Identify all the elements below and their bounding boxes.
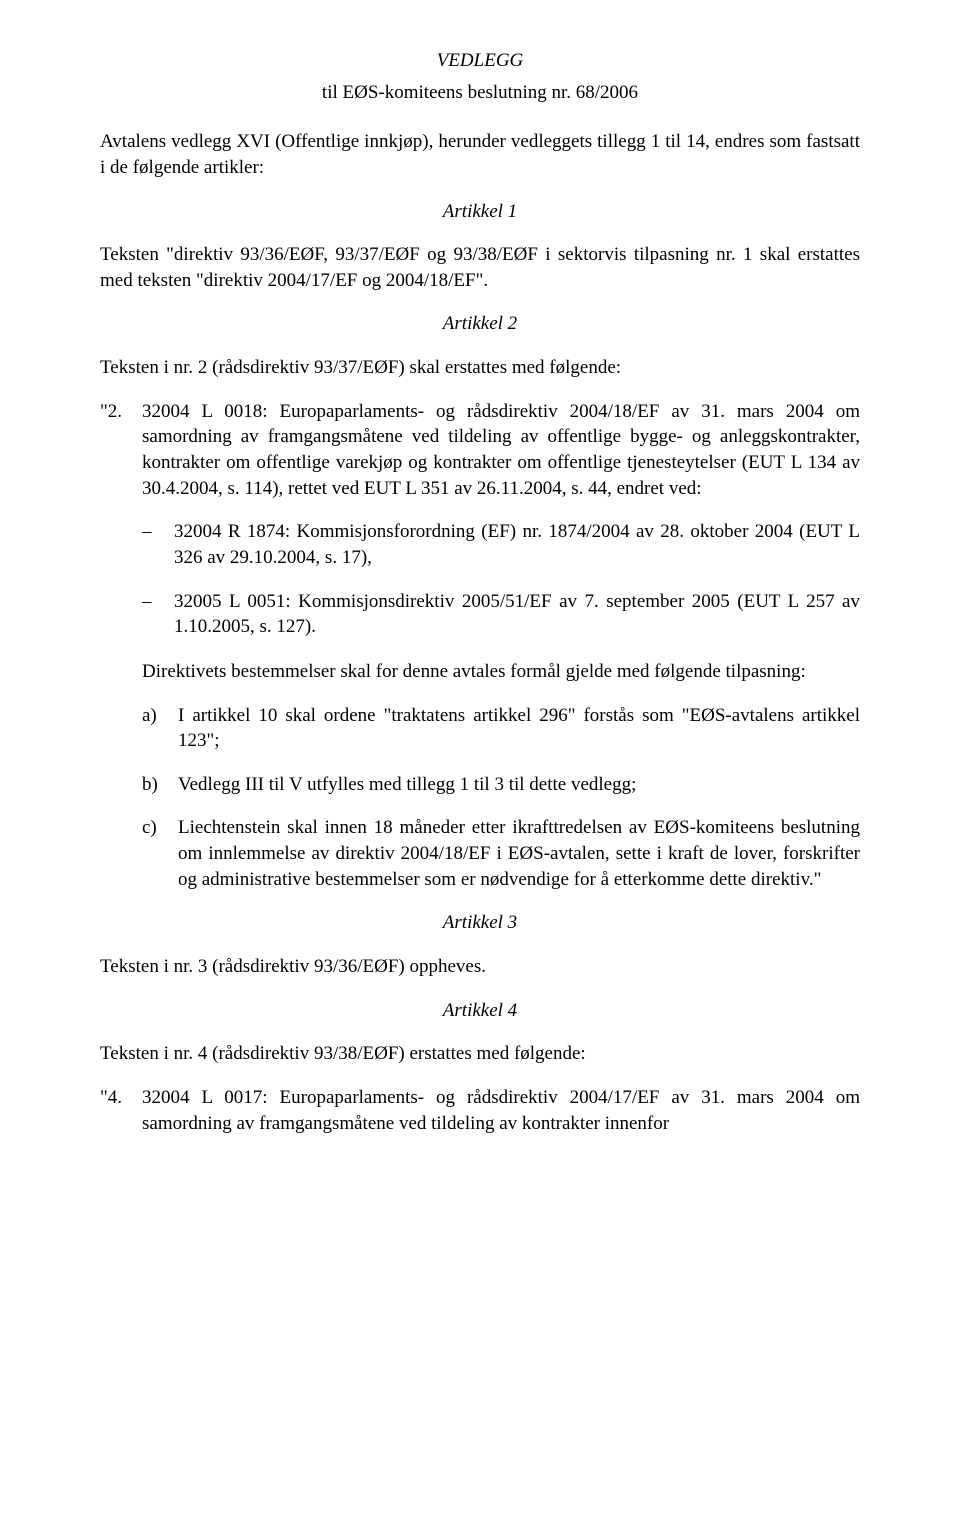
item-body: 32004 L 0017: Europaparlaments- og rådsd… [142,1085,860,1136]
heading-vedlegg: VEDLEGG [100,48,860,74]
dash-icon: – [142,589,174,640]
dash-list: – 32004 R 1874: Kommisjonsforordning (EF… [100,519,860,640]
article-4-lead: Teksten i nr. 4 (rådsdirektiv 93/38/EØF)… [100,1041,860,1067]
letter-body: Liechtenstein skal innen 18 måneder ette… [178,815,860,892]
article-4-heading: Artikkel 4 [100,998,860,1024]
heading-subtitle: til EØS-komiteens beslutning nr. 68/2006 [100,80,860,106]
tilpasning-paragraph: Direktivets bestemmelser skal for denne … [100,659,860,685]
letter-body: Vedlegg III til V utfylles med tillegg 1… [178,772,860,798]
title-block: VEDLEGG til EØS-komiteens beslutning nr.… [100,48,860,105]
article-2-lead: Teksten i nr. 2 (rådsdirektiv 93/37/EØF)… [100,355,860,381]
intro-paragraph: Avtalens vedlegg XVI (Offentlige innkjøp… [100,129,860,180]
letter-item-a: a) I artikkel 10 skal ordene "traktatens… [142,703,860,754]
letter-body: I artikkel 10 skal ordene "traktatens ar… [178,703,860,754]
letter-item-b: b) Vedlegg III til V utfylles med tilleg… [142,772,860,798]
numbered-item-2: "2. 32004 L 0018: Europaparlaments- og r… [100,399,860,502]
letter-item-c: c) Liechtenstein skal innen 18 måneder e… [142,815,860,892]
article-2-heading: Artikkel 2 [100,311,860,337]
dash-item-2: – 32005 L 0051: Kommisjonsdirektiv 2005/… [142,589,860,640]
dash-body: 32004 R 1874: Kommisjonsforordning (EF) … [174,519,860,570]
numbered-item-4: "4. 32004 L 0017: Europaparlaments- og r… [100,1085,860,1136]
letter-list: a) I artikkel 10 skal ordene "traktatens… [100,703,860,893]
item-2-text: 32004 L 0018: Europaparlaments- og rådsd… [142,401,860,499]
document-page: VEDLEGG til EØS-komiteens beslutning nr.… [0,0,960,1184]
letter-label: a) [142,703,178,754]
item-number: "2. [100,399,142,502]
letter-label: c) [142,815,178,892]
article-3-paragraph: Teksten i nr. 3 (rådsdirektiv 93/36/EØF)… [100,954,860,980]
article-1-paragraph: Teksten "direktiv 93/36/EØF, 93/37/EØF o… [100,242,860,293]
item-body: 32004 L 0018: Europaparlaments- og rådsd… [142,399,860,502]
article-3-heading: Artikkel 3 [100,910,860,936]
dash-item-1: – 32004 R 1874: Kommisjonsforordning (EF… [142,519,860,570]
dash-body: 32005 L 0051: Kommisjonsdirektiv 2005/51… [174,589,860,640]
dash-icon: – [142,519,174,570]
article-1-heading: Artikkel 1 [100,199,860,225]
letter-label: b) [142,772,178,798]
item-number: "4. [100,1085,142,1136]
